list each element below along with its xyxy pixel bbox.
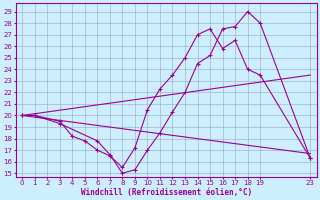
- X-axis label: Windchill (Refroidissement éolien,°C): Windchill (Refroidissement éolien,°C): [81, 188, 252, 197]
